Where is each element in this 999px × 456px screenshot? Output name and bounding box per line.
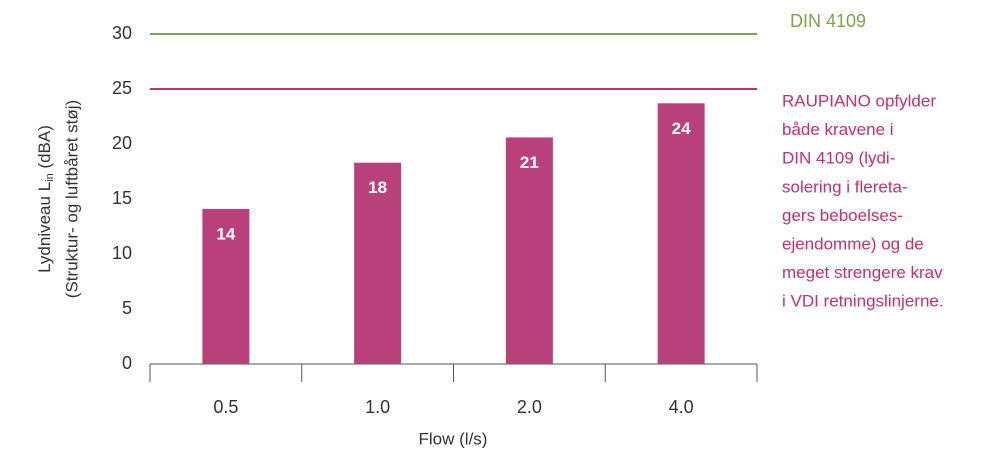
annotation-line: i VDI retningslinjerne. (782, 292, 944, 311)
data-label: 14 (216, 224, 235, 243)
x-tick-label: 1.0 (365, 397, 390, 417)
annotation-line: meget strengere krav (782, 263, 943, 282)
reference-label: DIN 4109 (790, 11, 866, 31)
y-tick-label: 20 (112, 133, 132, 153)
data-label: 24 (672, 119, 691, 138)
y-axis-label-line2: (Struktur- og luftbåret støj) (62, 100, 81, 298)
x-tick-label: 2.0 (517, 397, 542, 417)
x-axis-label: Flow (l/s) (419, 429, 488, 448)
y-axis-label: Lydniveau Lin (dBA) (Struktur- og luftbå… (35, 100, 81, 298)
y-tick-label: 25 (112, 78, 132, 98)
bar (505, 137, 553, 364)
annotation-line: ejendomme) og de (782, 234, 924, 253)
y-axis-label-line1: Lydniveau Lin (dBA) (35, 125, 55, 273)
y-tick-label: 0 (122, 353, 132, 373)
y-axis-label-unit: (dBA) (35, 125, 54, 173)
y-axis-label-sub: in (44, 173, 56, 182)
y-axis-label-main: Lydniveau L (35, 182, 54, 273)
y-tick-label: 5 (122, 298, 132, 318)
x-tick-label: 0.5 (213, 397, 238, 417)
annotation-line: RAUPIANO opfylder (782, 91, 936, 110)
y-tick-label: 15 (112, 188, 132, 208)
bar (202, 208, 250, 364)
data-label: 21 (520, 153, 539, 172)
x-tick-label: 4.0 (669, 397, 694, 417)
y-tick-label: 30 (112, 23, 132, 43)
annotation-line: både kravene i (782, 120, 894, 139)
bar (657, 103, 705, 365)
data-label: 18 (368, 178, 387, 197)
annotation-line: gers beboelses- (782, 206, 903, 225)
annotation-line: DIN 4109 (lydi- (782, 149, 895, 168)
y-tick-label: 10 (112, 243, 132, 263)
bar (354, 162, 402, 364)
annotation-line: solering i flereta- (782, 177, 908, 196)
